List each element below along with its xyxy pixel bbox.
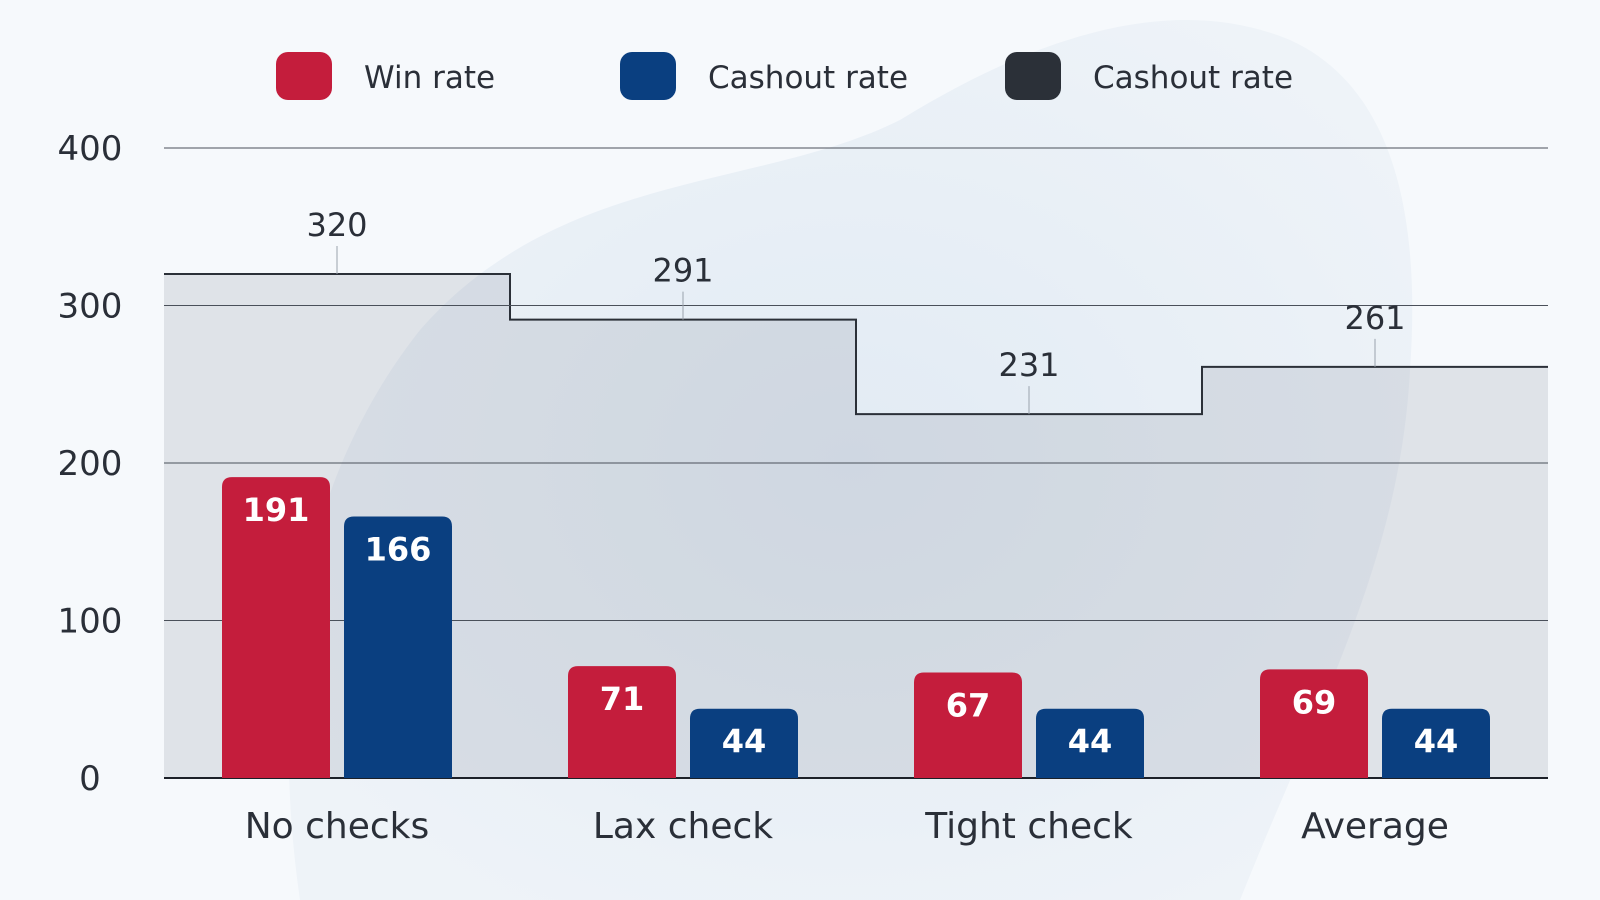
x-tick-label: Average	[1301, 806, 1449, 847]
legend: Win rate Cashout rate Cashout rate	[276, 52, 1293, 100]
bar-value-label: 71	[600, 680, 645, 718]
bar	[690, 708, 798, 778]
bar-value-label: 67	[946, 686, 991, 724]
bar-value-label: 44	[1414, 723, 1459, 761]
bar	[222, 477, 330, 778]
bar	[344, 516, 452, 778]
legend-label: Win rate	[364, 60, 495, 96]
x-tick-label: Tight check	[924, 806, 1133, 847]
y-tick-label: 300	[58, 287, 123, 327]
legend-swatch	[1005, 52, 1061, 100]
x-tick-label: No checks	[245, 806, 430, 847]
bars	[222, 477, 1490, 778]
y-tick-label: 200	[58, 444, 123, 484]
bar	[1260, 669, 1368, 778]
bar-value-label: 44	[722, 723, 767, 761]
step-value-label: 291	[652, 252, 713, 290]
bar-value-label: 44	[1068, 723, 1113, 761]
y-tick-label: 0	[79, 759, 101, 799]
bar	[1036, 708, 1144, 778]
bar-value-label: 69	[1292, 683, 1337, 721]
legend-label: Cashout rate	[1093, 60, 1293, 96]
y-tick-label: 100	[58, 602, 123, 642]
bar	[914, 672, 1022, 778]
bar-value-label: 191	[243, 491, 310, 529]
labels: 0 100 200 300 400 191 166 No checks 320 71 44 Lax c…	[58, 129, 1459, 847]
bar-value-label: 166	[365, 531, 432, 569]
step-line	[164, 273, 1548, 416]
legend-swatch	[620, 52, 676, 100]
step-value-label: 231	[998, 346, 1059, 384]
x-tick-label: Lax check	[593, 806, 773, 847]
step-value-label: 261	[1344, 299, 1405, 337]
legend-label: Cashout rate	[708, 60, 908, 96]
bar	[1382, 708, 1490, 778]
bar	[568, 666, 676, 778]
legend-swatch	[276, 52, 332, 100]
y-tick-label: 400	[58, 129, 123, 169]
step-area	[164, 273, 1548, 778]
step-value-label: 320	[306, 206, 367, 244]
